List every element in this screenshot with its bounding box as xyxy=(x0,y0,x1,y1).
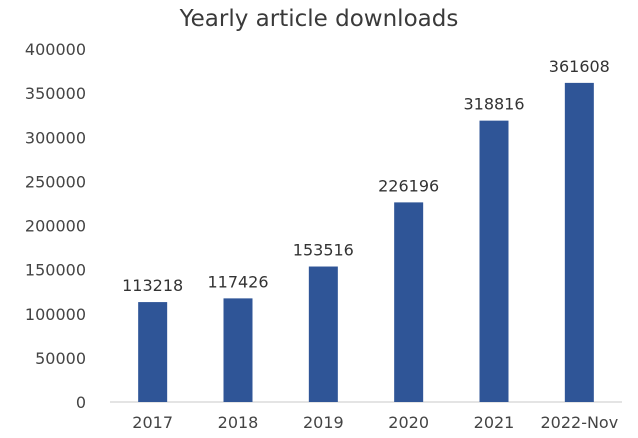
bar-2018 xyxy=(223,298,253,402)
data-labels: 113218 117426 153516 226196 318816 361608 xyxy=(122,57,610,295)
x-tick-label: 2017 xyxy=(132,413,173,432)
x-tick-label: 2019 xyxy=(303,413,344,432)
y-tick-label: 350000 xyxy=(25,84,86,103)
x-tick-label: 2021 xyxy=(474,413,515,432)
y-tick-label: 50000 xyxy=(35,349,86,368)
y-tick-label: 200000 xyxy=(25,217,86,236)
data-label: 113218 xyxy=(122,276,183,295)
bar-2022-Nov xyxy=(564,82,594,402)
data-label: 153516 xyxy=(293,241,354,260)
x-tick-label: 2022-Nov xyxy=(540,413,618,432)
y-tick-label: 0 xyxy=(76,393,86,412)
chart-title: Yearly article downloads xyxy=(179,6,459,32)
y-tick-label: 250000 xyxy=(25,172,86,191)
bar-2020 xyxy=(394,202,424,402)
y-tick-label: 150000 xyxy=(25,261,86,280)
x-tick-label: 2020 xyxy=(388,413,429,432)
bar-2017 xyxy=(138,302,168,402)
bar-2019 xyxy=(308,266,338,402)
y-tick-label: 300000 xyxy=(25,128,86,147)
data-label: 117426 xyxy=(207,272,268,291)
data-label: 318816 xyxy=(463,95,524,114)
x-axis-ticks: 2017 2018 2019 2020 2021 2022-Nov xyxy=(132,413,618,432)
data-label: 361608 xyxy=(549,57,610,76)
data-label: 226196 xyxy=(378,176,439,195)
x-tick-label: 2018 xyxy=(218,413,259,432)
y-tick-label: 100000 xyxy=(25,305,86,324)
y-axis-ticks: 0 50000 100000 150000 200000 250000 300000 3500… xyxy=(25,40,86,412)
y-tick-label: 400000 xyxy=(25,40,86,59)
bars xyxy=(138,82,594,402)
bar-2021 xyxy=(479,120,509,402)
